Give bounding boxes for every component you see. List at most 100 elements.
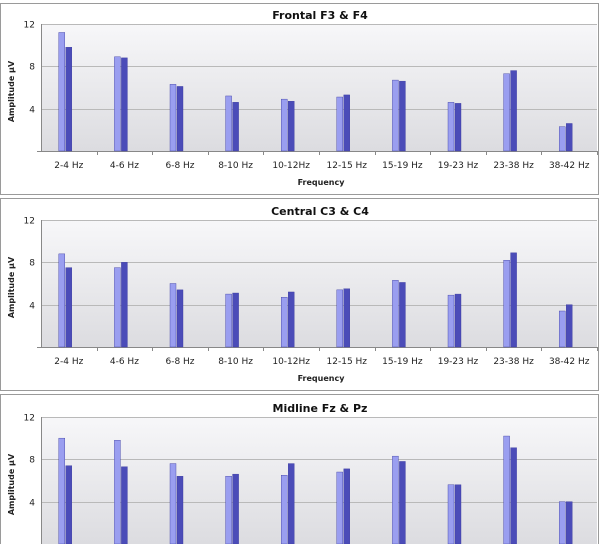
bar-series2-23-38hz: [510, 447, 517, 544]
y-tick-label: 12: [24, 414, 35, 424]
bar-series1-6-8hz: [169, 283, 177, 348]
bar-series2-2-4hz: [65, 47, 73, 152]
bar-series2-12-15hz: [343, 94, 350, 152]
x-tick-label: 6-8 Hz: [165, 357, 194, 367]
y-axis-label: Amplitude µV: [7, 453, 16, 515]
chart-title: Midline Fz & Pz: [273, 402, 368, 415]
bar-series1-19-23hz: [447, 102, 455, 152]
bar-series1-23-38hz: [503, 435, 510, 544]
chart-panel-2: 4 8 12 2-4 Hz 4-6 Hz 6-8 Hz 8-10 Hz 10-12Hz 12-1…: [0, 198, 599, 391]
x-tick-label: 38-42 Hz: [549, 357, 590, 367]
bar-series1-10-12hz: [281, 98, 288, 152]
bar-series1-8-10hz: [225, 95, 232, 152]
bar-series1-15-19hz: [392, 280, 399, 348]
bar-series2-2-4hz: [65, 465, 73, 544]
bar-series1-4-6hz: [114, 440, 121, 544]
x-tick-label: 2-4 Hz: [54, 161, 83, 171]
bar-series2-4-6hz: [121, 57, 128, 152]
x-tick-label: 4-6 Hz: [110, 161, 139, 171]
bar-series2-15-19hz: [399, 282, 406, 348]
chart-panel-1: 4 8 12 2-4 Hz 4-6 Hz 6-8 Hz 8-10 Hz 10-12Hz 12-1…: [0, 3, 599, 195]
bar-series2-15-19hz: [399, 461, 406, 544]
x-tick-label: 12-15 Hz: [327, 161, 368, 171]
bar-series2-8-10hz: [232, 292, 239, 348]
bar-series2-8-10hz: [232, 102, 239, 152]
bar-series1-12-15hz: [336, 471, 343, 544]
bar-series2-6-8hz: [176, 86, 184, 152]
bar-series1-6-8hz: [169, 463, 177, 544]
bar-series2-2-4hz: [65, 267, 73, 348]
bar-series1-15-19hz: [392, 455, 399, 544]
bar-series1-2-4hz: [58, 32, 65, 152]
x-tick-label: 8-10 Hz: [218, 161, 253, 171]
bar-series1-12-15hz: [336, 289, 343, 348]
bar-series1-10-12hz: [281, 475, 288, 544]
bar-series2-23-38hz: [510, 70, 517, 152]
x-tick-label: 4-6 Hz: [110, 357, 139, 367]
x-axis-label: Frequency: [298, 178, 346, 187]
x-axis-label: Frequency: [298, 374, 346, 383]
bar-series1-38-42hz: [559, 310, 566, 348]
bar-series2-8-10hz: [232, 473, 239, 544]
bar-series1-10-12hz: [281, 297, 288, 348]
y-tick-label: 4: [29, 106, 35, 116]
bar-series1-4-6hz: [114, 267, 121, 348]
x-tick-label: 8-10 Hz: [218, 357, 253, 367]
bar-series1-6-8hz: [169, 84, 177, 152]
y-tick-label: 12: [24, 21, 35, 31]
x-tick-label: 23-38 Hz: [493, 357, 534, 367]
y-tick-label: 8: [29, 259, 35, 269]
bar-series2-4-6hz: [121, 466, 128, 544]
bar-series1-38-42hz: [559, 501, 566, 544]
x-tick-label: 19-23 Hz: [438, 357, 479, 367]
bar-series2-4-6hz: [121, 262, 128, 348]
x-tick-label: 38-42 Hz: [549, 161, 590, 171]
bar-series2-6-8hz: [176, 476, 184, 544]
y-tick-label: 8: [29, 456, 35, 466]
bar-series2-38-42hz: [566, 123, 573, 152]
x-tick-label: 15-19 Hz: [382, 357, 423, 367]
bar-series1-4-6hz: [114, 56, 121, 152]
bar-series2-19-23hz: [454, 484, 462, 544]
y-tick-label: 12: [24, 217, 35, 227]
y-axis-label: Amplitude µV: [7, 256, 16, 318]
bar-series1-19-23hz: [447, 294, 455, 348]
bar-series1-8-10hz: [225, 476, 232, 544]
bar-series2-12-15hz: [343, 468, 350, 544]
bar-series2-19-23hz: [454, 293, 462, 348]
y-tick-label: 8: [29, 63, 35, 73]
bar-series1-23-38hz: [503, 73, 510, 152]
bar-series1-8-10hz: [225, 293, 232, 348]
bar-series2-38-42hz: [566, 501, 573, 544]
bar-series1-15-19hz: [392, 79, 399, 152]
x-tick-label: 15-19 Hz: [382, 161, 423, 171]
y-tick-label: 4: [29, 302, 35, 312]
x-tick-label: 23-38 Hz: [493, 161, 534, 171]
bar-series1-38-42hz: [559, 126, 566, 152]
bar-series1-19-23hz: [447, 484, 455, 544]
bar-series2-12-15hz: [343, 288, 350, 348]
bar-series1-2-4hz: [58, 253, 65, 348]
x-tick-label: 10-12Hz: [272, 357, 310, 367]
x-tick-label: 12-15 Hz: [327, 357, 368, 367]
bar-series2-15-19hz: [399, 80, 406, 152]
bar-series2-10-12hz: [288, 463, 295, 544]
x-tick-label: 19-23 Hz: [438, 161, 479, 171]
bar-series2-23-38hz: [510, 252, 517, 348]
x-tick-label: 2-4 Hz: [54, 357, 83, 367]
chart-title: Frontal F3 & F4: [272, 9, 368, 22]
bar-series2-38-42hz: [566, 304, 573, 348]
bar-series1-12-15hz: [336, 96, 343, 152]
x-tick-label: 10-12Hz: [272, 161, 310, 171]
chart-title: Central C3 & C4: [271, 205, 369, 218]
bar-series2-10-12hz: [288, 101, 295, 152]
bar-series1-2-4hz: [58, 437, 65, 544]
bar-series2-19-23hz: [454, 103, 462, 152]
bar-series2-10-12hz: [288, 291, 295, 348]
x-tick-label: 6-8 Hz: [165, 161, 194, 171]
y-tick-label: 4: [29, 499, 35, 509]
bar-series1-23-38hz: [503, 260, 510, 348]
y-axis-label: Amplitude µV: [7, 60, 16, 122]
